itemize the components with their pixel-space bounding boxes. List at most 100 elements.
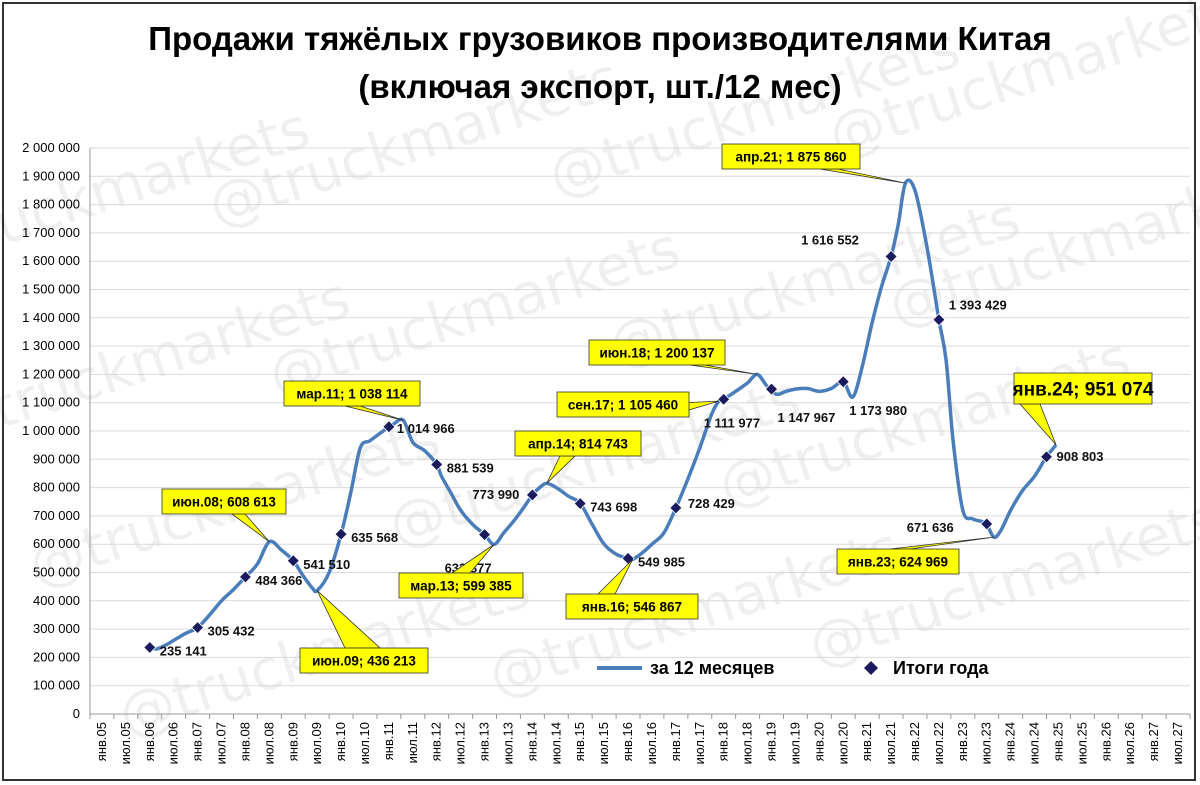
data-label: 908 803 — [1057, 449, 1104, 464]
legend-line-label: за 12 месяцев — [650, 658, 775, 678]
y-tick-label: 1 600 000 — [22, 253, 80, 268]
y-tick-label: 400 000 — [33, 593, 80, 608]
year-total-marker — [334, 527, 348, 541]
data-label: 773 990 — [472, 487, 519, 502]
y-tick-label: 100 000 — [33, 678, 80, 693]
callout-box — [565, 593, 699, 620]
callout-box — [556, 391, 690, 418]
callout-box — [836, 548, 960, 575]
year-total-marker — [286, 554, 300, 568]
x-tick-label: июл.06 — [166, 722, 181, 764]
x-tick-label: янв.24 — [1003, 722, 1018, 761]
x-tick-label: янв.12 — [429, 722, 444, 761]
year-total-marker — [143, 640, 157, 655]
year-total-marker — [932, 313, 946, 327]
x-tick-label: июл.13 — [500, 722, 515, 764]
y-tick-label: 1 000 000 — [22, 423, 80, 438]
data-label: 743 698 — [590, 500, 637, 515]
x-tick-label: янв.23 — [955, 722, 970, 761]
y-tick-label: 700 000 — [33, 508, 80, 523]
x-tick-label: янв.27 — [1146, 722, 1161, 761]
callout-label: июн.09; 436 213 — [312, 654, 416, 669]
year-total-marker — [669, 501, 683, 515]
y-tick-label: 800 000 — [33, 480, 80, 495]
data-label: 1 014 966 — [397, 421, 455, 436]
data-label: 1 393 429 — [949, 298, 1007, 313]
data-label: 728 429 — [688, 496, 735, 511]
year-total-marker — [477, 528, 492, 542]
data-label: 1 147 967 — [778, 410, 836, 425]
x-tick-label: янв.13 — [477, 722, 492, 761]
x-tick-label: июл.21 — [883, 722, 898, 764]
callout-box — [588, 339, 726, 366]
x-tick-label: янв.25 — [1050, 722, 1065, 761]
x-tick-label: июл.16 — [644, 722, 659, 764]
year-total-marker — [191, 620, 205, 635]
x-tick-label: июл.05 — [118, 722, 133, 764]
callout-box — [1013, 372, 1153, 405]
y-tick-label: 0 — [73, 706, 80, 721]
data-label: 549 985 — [638, 554, 685, 569]
x-tick-label: июл.24 — [1027, 722, 1042, 764]
data-label: 305 432 — [208, 624, 255, 639]
callout-pointer — [889, 536, 994, 550]
x-tick-label: янв.20 — [811, 722, 826, 761]
callout-layer: июн.08; 608 613 июн.09; 436 213 мар.11; 1 … — [161, 143, 1154, 674]
year-total-marker — [980, 517, 994, 531]
data-label: 1 616 552 — [801, 233, 859, 248]
callout-label: июн.18; 1 200 137 — [599, 346, 714, 361]
x-tick-label: июл.17 — [692, 722, 707, 764]
y-tick-label: 1 400 000 — [22, 310, 80, 325]
year-total-marker — [238, 570, 253, 584]
x-tick-label: янв.05 — [94, 722, 109, 761]
legend-marker-swatch — [864, 661, 878, 675]
series-layer — [149, 178, 1058, 651]
x-tick-label: янв.18 — [716, 722, 731, 761]
data-label: 1 111 977 — [704, 415, 760, 430]
x-tick-label: июл.12 — [453, 722, 468, 764]
x-tick-label: июл.20 — [835, 722, 850, 764]
chart-title-line2: (включая экспорт, шт./12 мес) — [358, 68, 841, 105]
callout-label: апр.21; 1 875 860 — [736, 150, 847, 165]
callout-label: янв.23; 624 969 — [848, 555, 948, 570]
x-axis: янв.05 июл.05 янв.06 июл.06 янв.07 июл.07 янв.… — [89, 713, 1191, 764]
year-total-marker — [764, 382, 779, 396]
year-total-marker — [621, 551, 635, 565]
x-tick-label: янв.21 — [859, 722, 874, 761]
year-total-marker — [430, 457, 444, 472]
data-label: 671 636 — [907, 520, 954, 535]
x-tick-label: июл.15 — [596, 722, 611, 764]
y-axis: 0 100 000 200 000 300 000 400 000 500 000 600 … — [22, 140, 91, 721]
callout-box — [398, 572, 524, 599]
y-tick-label: 300 000 — [33, 621, 80, 636]
x-tick-label: июл.25 — [1074, 722, 1089, 764]
x-tick-label: янв.14 — [524, 722, 539, 761]
x-tick-label: июл.08 — [261, 722, 276, 764]
x-tick-label: янв.11 — [381, 722, 396, 760]
y-tick-label: 1 500 000 — [22, 282, 80, 297]
callout-label: мар.13; 599 385 — [410, 579, 512, 594]
x-tick-label: июл.18 — [740, 722, 755, 764]
series-line-12-months — [149, 178, 1058, 651]
year-total-marker — [382, 420, 396, 434]
callout-label: янв.24; 951 074 — [1012, 380, 1154, 401]
x-tick-label: июл.09 — [309, 722, 324, 764]
legend: за 12 месяцев Итоги года — [597, 658, 990, 678]
y-tick-label: 900 000 — [33, 451, 80, 466]
data-label: 635 568 — [351, 530, 398, 545]
callout-pointer — [597, 558, 634, 595]
year-total-marker — [525, 488, 539, 502]
y-tick-label: 1 300 000 — [22, 338, 80, 353]
year-total-marker — [573, 496, 587, 511]
y-tick-label: 600 000 — [33, 536, 80, 551]
callout-pointer — [344, 405, 404, 421]
x-tick-label: июл.07 — [214, 722, 229, 764]
callout-box — [283, 380, 421, 407]
data-label: 541 510 — [303, 557, 350, 572]
chart-title-line1: Продажи тяжёлых грузовиков производителя… — [148, 20, 1052, 57]
callout-pointer — [689, 364, 758, 375]
x-tick-label: июл.22 — [931, 722, 946, 764]
